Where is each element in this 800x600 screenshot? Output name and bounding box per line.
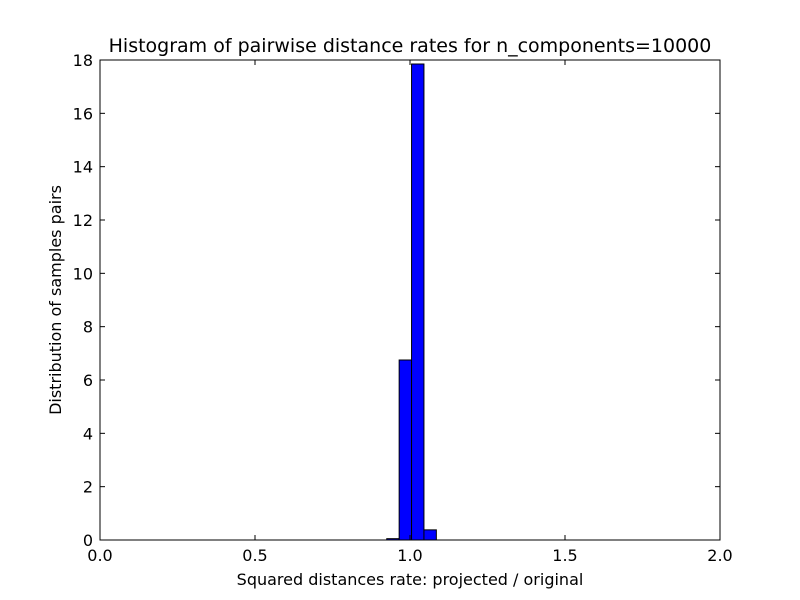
y-tick-label-6: 12 [73,211,93,230]
y-tick-label-3: 6 [83,371,93,390]
histogram-bar-3 [423,529,437,541]
x-tick-label-0: 0.0 [87,546,112,565]
y-tick-label-4: 8 [83,318,93,337]
x-axis-label: Squared distances rate: projected / orig… [237,570,584,589]
x-tick-label-4: 2.0 [707,546,732,565]
bars-layer [386,63,437,541]
y-tick-label-2: 4 [83,424,93,443]
y-tick-label-9: 18 [73,51,93,70]
y-tick-label-7: 14 [73,158,93,177]
y-tick-label-1: 2 [83,478,93,497]
histogram-bar-2 [411,63,425,541]
y-axis-label: Distribution of samples pairs [46,185,65,415]
x-tick-label-3: 1.5 [552,546,577,565]
histogram-bar-1 [398,359,413,541]
ticks-layer: 0.0 0.5 1.0 1.5 2.0 0 2 4 6 8 10 12 14 16 18 [73,51,733,565]
y-tick-label-8: 16 [73,104,93,123]
y-tick-label-0: 0 [83,531,93,550]
chart-title: Histogram of pairwise distance rates for… [109,35,712,57]
x-tick-label-1: 0.5 [242,546,267,565]
y-tick-label-5: 10 [73,264,93,283]
x-tick-label-2: 1.0 [397,546,422,565]
